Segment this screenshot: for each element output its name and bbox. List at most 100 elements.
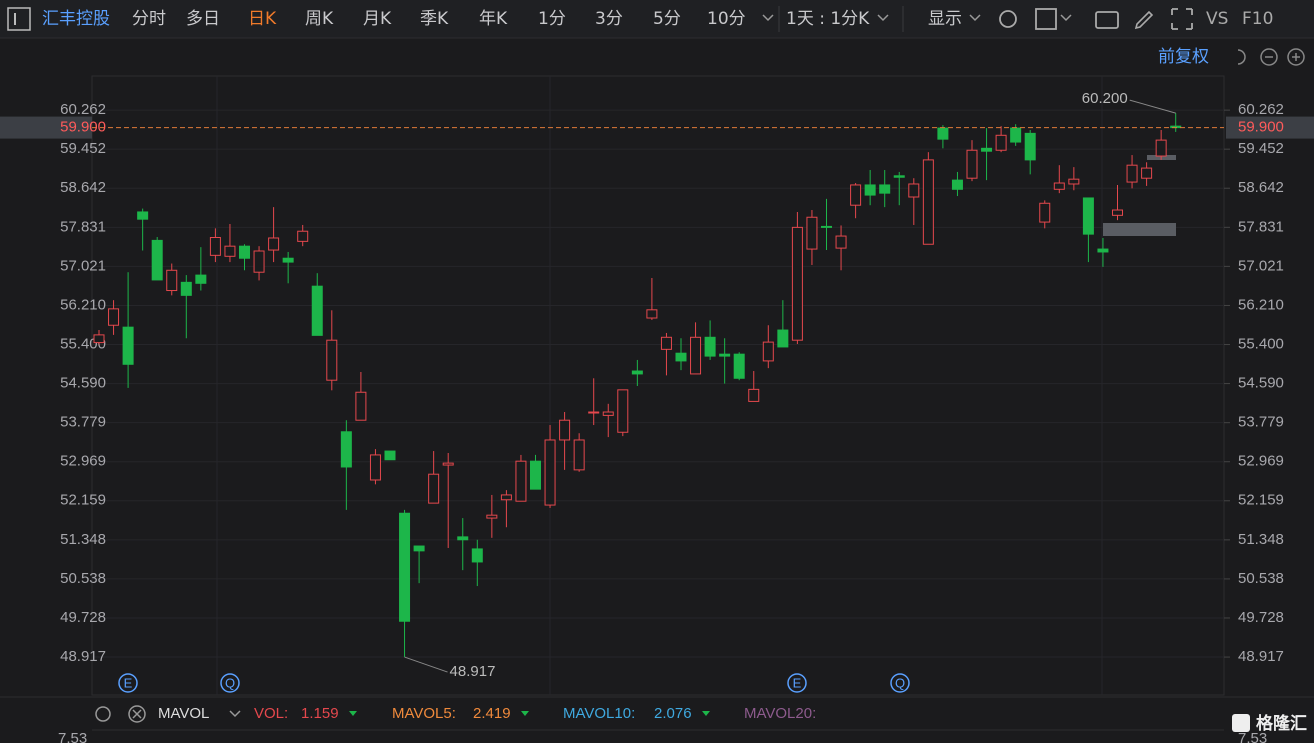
event-circle[interactable] — [890, 673, 910, 693]
reset-icon[interactable] — [1237, 49, 1246, 65]
candle-body — [457, 536, 469, 541]
zoom-in-line — [1292, 53, 1300, 61]
event[interactable]: E — [793, 675, 802, 690]
candle-body — [180, 281, 192, 296]
candle-body — [515, 460, 527, 502]
candle-body — [122, 326, 134, 365]
candle-body — [355, 391, 367, 421]
y-tick-label: 52.969 — [60, 453, 106, 470]
indicator-item-name: MAVOL10: — [563, 705, 635, 722]
candle-body — [544, 439, 556, 506]
candle-body — [282, 257, 294, 263]
candle-body — [690, 336, 702, 375]
tab[interactable]: 10分 — [707, 9, 746, 29]
y-tick-label-right: 50.538 — [1238, 570, 1284, 587]
event-circle[interactable] — [220, 673, 240, 693]
indicator-close[interactable] — [128, 705, 146, 723]
candle-body — [399, 512, 411, 622]
y-tick-label: 57.831 — [60, 218, 106, 235]
tab[interactable]: 年K — [479, 9, 508, 29]
settings-icon[interactable] — [999, 10, 1017, 28]
vs[interactable]: VS — [1206, 9, 1228, 29]
y-tick-label-right: 54.590 — [1238, 375, 1284, 392]
candle-body — [1053, 182, 1065, 190]
event[interactable]: Q — [895, 675, 905, 690]
indicator-item-name: MAVOL5: — [392, 705, 456, 722]
candle-body — [966, 149, 978, 179]
tab[interactable]: 季K — [420, 9, 449, 29]
events: E Q E Q — [118, 673, 910, 693]
dropdown[interactable] — [229, 710, 241, 718]
indicator-close-x — [132, 709, 142, 719]
tab[interactable]: 5分 — [653, 9, 681, 29]
dropdown[interactable] — [762, 14, 774, 22]
candle-body — [559, 419, 571, 441]
event[interactable]: Q — [225, 675, 235, 690]
fullscreen-icon[interactable] — [1171, 8, 1193, 30]
dropdown[interactable] — [969, 14, 981, 22]
low-pointer — [404, 656, 448, 673]
zoom-out-icon[interactable] — [1260, 48, 1278, 66]
watermark-logo — [1232, 714, 1250, 732]
candle-body — [297, 230, 309, 242]
y-tick-label-right: 56.210 — [1238, 296, 1284, 313]
display[interactable]: 显示 — [928, 9, 962, 29]
y-tick-label-right: 58.642 — [1238, 179, 1284, 196]
candle-body — [631, 370, 643, 375]
dropdown[interactable] — [877, 14, 889, 22]
menu-icon[interactable] — [7, 7, 31, 31]
tab[interactable]: 分时 — [132, 9, 166, 29]
candle-body — [675, 352, 687, 362]
tab[interactable]: 多日 — [186, 9, 220, 29]
candle-body — [1010, 127, 1022, 143]
candle-body — [500, 494, 512, 501]
dropdown[interactable] — [1060, 14, 1072, 22]
y-tick-label-right: 57.831 — [1238, 218, 1284, 235]
candle-body — [166, 269, 178, 292]
event-circle[interactable] — [118, 673, 138, 693]
candle-body — [879, 184, 891, 194]
high-pointer — [1129, 99, 1176, 114]
candle-body — [791, 226, 803, 341]
candle-body — [660, 336, 672, 350]
zoom-in-icon[interactable] — [1287, 48, 1305, 66]
tab[interactable]: 月K — [363, 9, 392, 29]
tab[interactable]: 周K — [305, 9, 334, 29]
period-select[interactable]: 1天 : 1分K — [786, 9, 870, 29]
indicator-name[interactable]: MAVOL — [158, 705, 209, 722]
y-tick-label: 48.917 — [60, 648, 106, 665]
indicator-items: VOL: 1.159 MAVOL5: 2.419 MAVOL10: 2.076 MAVOL2… — [254, 705, 816, 722]
candle-body — [1126, 164, 1138, 183]
tab[interactable]: 3分 — [595, 9, 623, 29]
indicator-item-value: 1.159 — [301, 705, 339, 722]
event-circle[interactable] — [787, 673, 807, 693]
candle-body — [806, 216, 818, 250]
indicator-settings[interactable] — [95, 706, 111, 722]
last-price-box — [1226, 116, 1314, 139]
candle-body — [777, 329, 789, 348]
indicator-arrow — [702, 711, 710, 716]
candle-body — [1068, 178, 1080, 185]
overlay: 59.900 59.900 60.200 48.917 — [0, 90, 1314, 680]
f10[interactable]: F10 — [1242, 9, 1273, 29]
candle-body — [1097, 248, 1109, 253]
symbol[interactable]: 汇丰控股 — [42, 9, 110, 29]
candle-body — [137, 211, 149, 220]
pen-icon[interactable] — [1134, 10, 1154, 30]
y-tick-label: 49.728 — [60, 609, 106, 626]
candle-body — [646, 309, 658, 319]
candle-body — [762, 341, 774, 362]
shape-icon[interactable] — [1035, 8, 1057, 30]
y-tick-label: 51.348 — [60, 531, 106, 548]
camera-icon[interactable] — [1095, 11, 1119, 29]
indicator-arrow — [521, 711, 529, 716]
candle-body — [486, 514, 498, 519]
tab[interactable]: 日K — [248, 9, 277, 29]
candle-body — [995, 134, 1007, 151]
y-tick-label: 60.262 — [60, 101, 106, 118]
event[interactable]: E — [124, 675, 133, 690]
tab[interactable]: 1分 — [538, 9, 566, 29]
adjust[interactable]: 前复权 — [1158, 47, 1209, 67]
high-label: 60.200 — [1082, 90, 1128, 107]
